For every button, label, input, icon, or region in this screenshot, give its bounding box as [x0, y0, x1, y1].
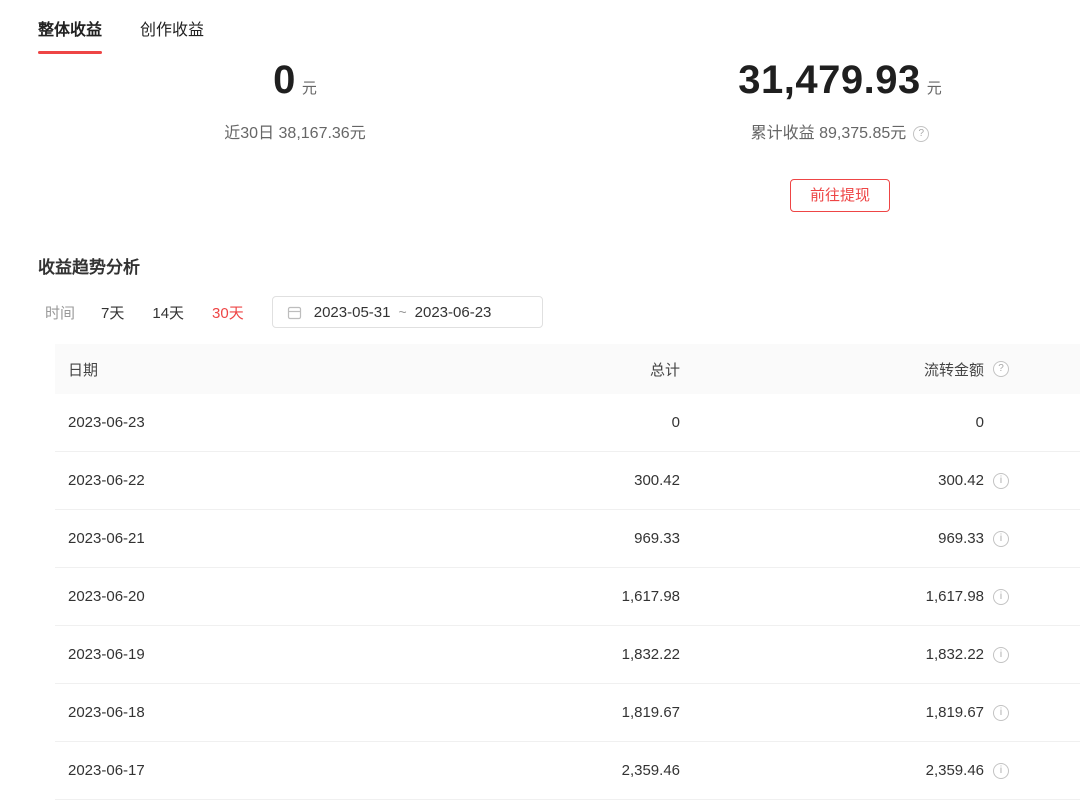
row-transfer: 0	[975, 414, 984, 431]
header-total: 总计	[649, 361, 680, 379]
row-transfer: 1,819.67	[925, 704, 984, 721]
row-transfer: 2,359.46	[925, 762, 984, 779]
row-transfer: 969.33	[938, 530, 984, 547]
info-icon[interactable]: i	[993, 762, 1009, 779]
earnings-table: 日期 总计 流转金额 ? 2023-06-23 0 0 i 2023-06-22…	[55, 344, 1080, 800]
date-end: 2023-06-23	[414, 303, 492, 321]
row-transfer: 1,617.98	[925, 588, 984, 605]
tab-creation-earnings[interactable]: 创作收益	[140, 20, 204, 54]
table-row: 2023-06-21 969.33 969.33 i	[55, 510, 1080, 568]
calendar-icon	[287, 305, 302, 320]
time-filter-label: 时间	[45, 304, 76, 322]
today-earnings-value: 0	[273, 58, 296, 102]
row-date: 2023-06-17	[68, 762, 145, 779]
question-icon[interactable]: ?	[913, 126, 930, 142]
currency-unit: 元	[926, 80, 942, 97]
range-option-30d[interactable]: 30天	[212, 304, 244, 322]
table-row: 2023-06-20 1,617.98 1,617.98 i	[55, 568, 1080, 626]
table-row: 2023-06-23 0 0 i	[55, 394, 1080, 452]
last-30-days-earnings: 近30日 38,167.36元	[224, 125, 366, 142]
row-transfer: 300.42	[938, 472, 984, 489]
question-icon[interactable]: ?	[993, 361, 1009, 377]
row-total: 300.42	[634, 472, 680, 489]
row-total: 0	[671, 414, 680, 431]
info-icon[interactable]: i	[993, 530, 1009, 547]
tab-overall-earnings[interactable]: 整体收益	[38, 20, 103, 54]
active-tab-underline	[38, 51, 103, 54]
table-row: 2023-06-17 2,359.46 2,359.46 i	[55, 742, 1080, 800]
withdrawable-earnings-block: 31,479.93 元 累计收益 89,375.85元 ? 前往提现	[600, 56, 1080, 212]
row-total: 1,832.22	[621, 646, 680, 663]
range-option-14d[interactable]: 14天	[152, 304, 185, 322]
tab-label: 创作收益	[140, 22, 205, 39]
row-total: 1,617.98	[621, 588, 680, 605]
currency-unit: 元	[301, 80, 317, 97]
row-total: 2,359.46	[621, 762, 680, 779]
date-range-picker[interactable]: 2023-05-31 ~ 2023-06-23	[271, 296, 543, 328]
row-total: 1,819.67	[621, 704, 680, 721]
table-row: 2023-06-22 300.42 300.42 i	[55, 452, 1080, 510]
withdraw-button[interactable]: 前往提现	[789, 179, 890, 212]
header-date: 日期	[68, 361, 99, 379]
tab-label: 整体收益	[38, 22, 103, 39]
row-date: 2023-06-21	[68, 530, 145, 547]
info-icon[interactable]: i	[993, 472, 1009, 489]
date-separator: ~	[398, 304, 407, 320]
info-icon[interactable]: i	[993, 588, 1009, 605]
trend-section-title: 收益趋势分析	[38, 258, 140, 277]
table-row: 2023-06-18 1,819.67 1,819.67 i	[55, 684, 1080, 742]
row-date: 2023-06-23	[68, 414, 145, 431]
table-header-row: 日期 总计 流转金额 ?	[55, 344, 1080, 394]
row-date: 2023-06-22	[68, 472, 145, 489]
earnings-tabs: 整体收益 创作收益	[0, 0, 1080, 54]
cumulative-earnings: 累计收益 89,375.85元	[750, 125, 907, 142]
row-date: 2023-06-20	[68, 588, 145, 605]
time-filter-row: 时间 7天 14天 30天 2023-05-31 ~ 2023-06-23	[45, 296, 1080, 328]
row-transfer: 1,832.22	[925, 646, 984, 663]
header-transfer: 流转金额	[923, 361, 984, 379]
row-total: 969.33	[634, 530, 680, 547]
date-start: 2023-05-31	[313, 303, 391, 321]
table-row: 2023-06-19 1,832.22 1,832.22 i	[55, 626, 1080, 684]
row-date: 2023-06-18	[68, 704, 145, 721]
row-date: 2023-06-19	[68, 646, 145, 663]
info-icon[interactable]: i	[993, 646, 1009, 663]
withdrawable-value: 31,479.93	[738, 58, 921, 102]
info-icon[interactable]: i	[993, 704, 1009, 721]
range-option-7d[interactable]: 7天	[101, 304, 125, 322]
